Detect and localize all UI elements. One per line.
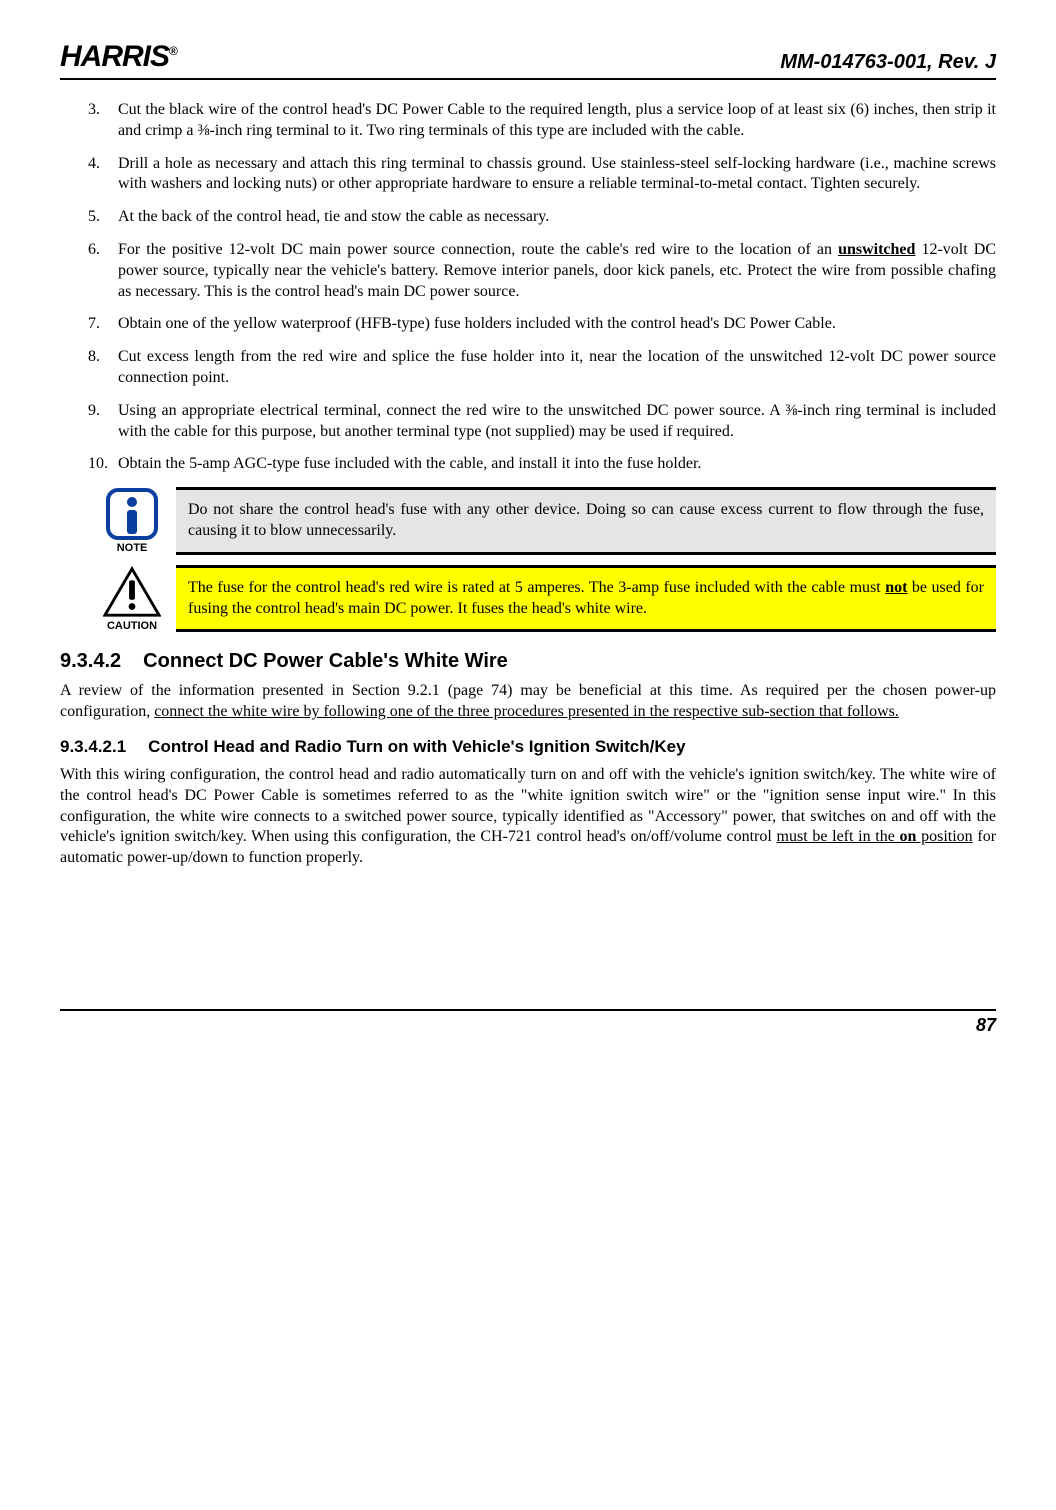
item-number: 5.: [88, 207, 100, 228]
page-footer: 87: [60, 1009, 996, 1036]
item-text: Cut the black wire of the control head's…: [118, 101, 996, 139]
list-item: 6. For the positive 12-volt DC main power…: [88, 240, 996, 302]
item-number: 4.: [88, 154, 100, 175]
item-text: For the positive 12-volt DC main power s…: [118, 241, 996, 300]
item-number: 9.: [88, 401, 100, 422]
item-text: At the back of the control head, tie and…: [118, 208, 549, 225]
document-id: MM-014763-001, Rev. J: [780, 51, 996, 74]
list-item: 3. Cut the black wire of the control head…: [88, 100, 996, 142]
section-heading: 9.3.4.2 Connect DC Power Cable's White Wi…: [60, 650, 996, 673]
list-item: 4. Drill a hole as necessary and attach t…: [88, 154, 996, 196]
list-item: 10. Obtain the 5-amp AGC-type fuse includ…: [88, 454, 996, 475]
brand-logo: HARRIS®: [60, 40, 177, 74]
note-icon-col: NOTE: [88, 487, 176, 555]
brand-text: HARRIS: [60, 40, 169, 73]
registered-mark: ®: [169, 44, 177, 58]
item-number: 7.: [88, 314, 100, 335]
note-label: NOTE: [117, 542, 148, 554]
note-body: Do not share the control head's fuse wit…: [176, 487, 996, 555]
instruction-list: 3. Cut the black wire of the control head…: [88, 100, 996, 475]
subsection-body: With this wiring configuration, the cont…: [60, 765, 996, 869]
item-number: 10.: [88, 454, 108, 475]
page-header: HARRIS® MM-014763-001, Rev. J: [60, 40, 996, 80]
item-text: Obtain the 5-amp AGC-type fuse included …: [118, 455, 701, 472]
item-number: 8.: [88, 347, 100, 368]
section-number: 9.3.4.2: [60, 650, 121, 673]
section-body: A review of the information presented in…: [60, 681, 996, 723]
list-item: 7. Obtain one of the yellow waterproof (H…: [88, 314, 996, 335]
subsection-title: Control Head and Radio Turn on with Vehi…: [148, 737, 685, 756]
note-callout: NOTE Do not share the control head's fus…: [88, 487, 996, 555]
caution-body: The fuse for the control head's red wire…: [176, 565, 996, 633]
subsection-number: 9.3.4.2.1: [60, 737, 126, 757]
caution-label: CAUTION: [107, 620, 157, 632]
list-item: 5. At the back of the control head, tie a…: [88, 207, 996, 228]
item-number: 6.: [88, 240, 100, 261]
item-text: Drill a hole as necessary and attach thi…: [118, 155, 996, 193]
list-item: 8. Cut excess length from the red wire an…: [88, 347, 996, 389]
item-text: Cut excess length from the red wire and …: [118, 348, 996, 386]
warning-icon: [103, 566, 161, 618]
section-title: Connect DC Power Cable's White Wire: [143, 650, 508, 672]
item-text: Using an appropriate electrical terminal…: [118, 402, 996, 440]
subsection-heading: 9.3.4.2.1 Control Head and Radio Turn on …: [60, 737, 996, 757]
item-number: 3.: [88, 100, 100, 121]
item-text: Obtain one of the yellow waterproof (HFB…: [118, 315, 836, 332]
info-icon: [106, 488, 158, 540]
page-number: 87: [976, 1015, 996, 1035]
list-item: 9. Using an appropriate electrical termin…: [88, 401, 996, 443]
caution-callout: CAUTION The fuse for the control head's …: [88, 565, 996, 633]
caution-icon-col: CAUTION: [88, 565, 176, 633]
